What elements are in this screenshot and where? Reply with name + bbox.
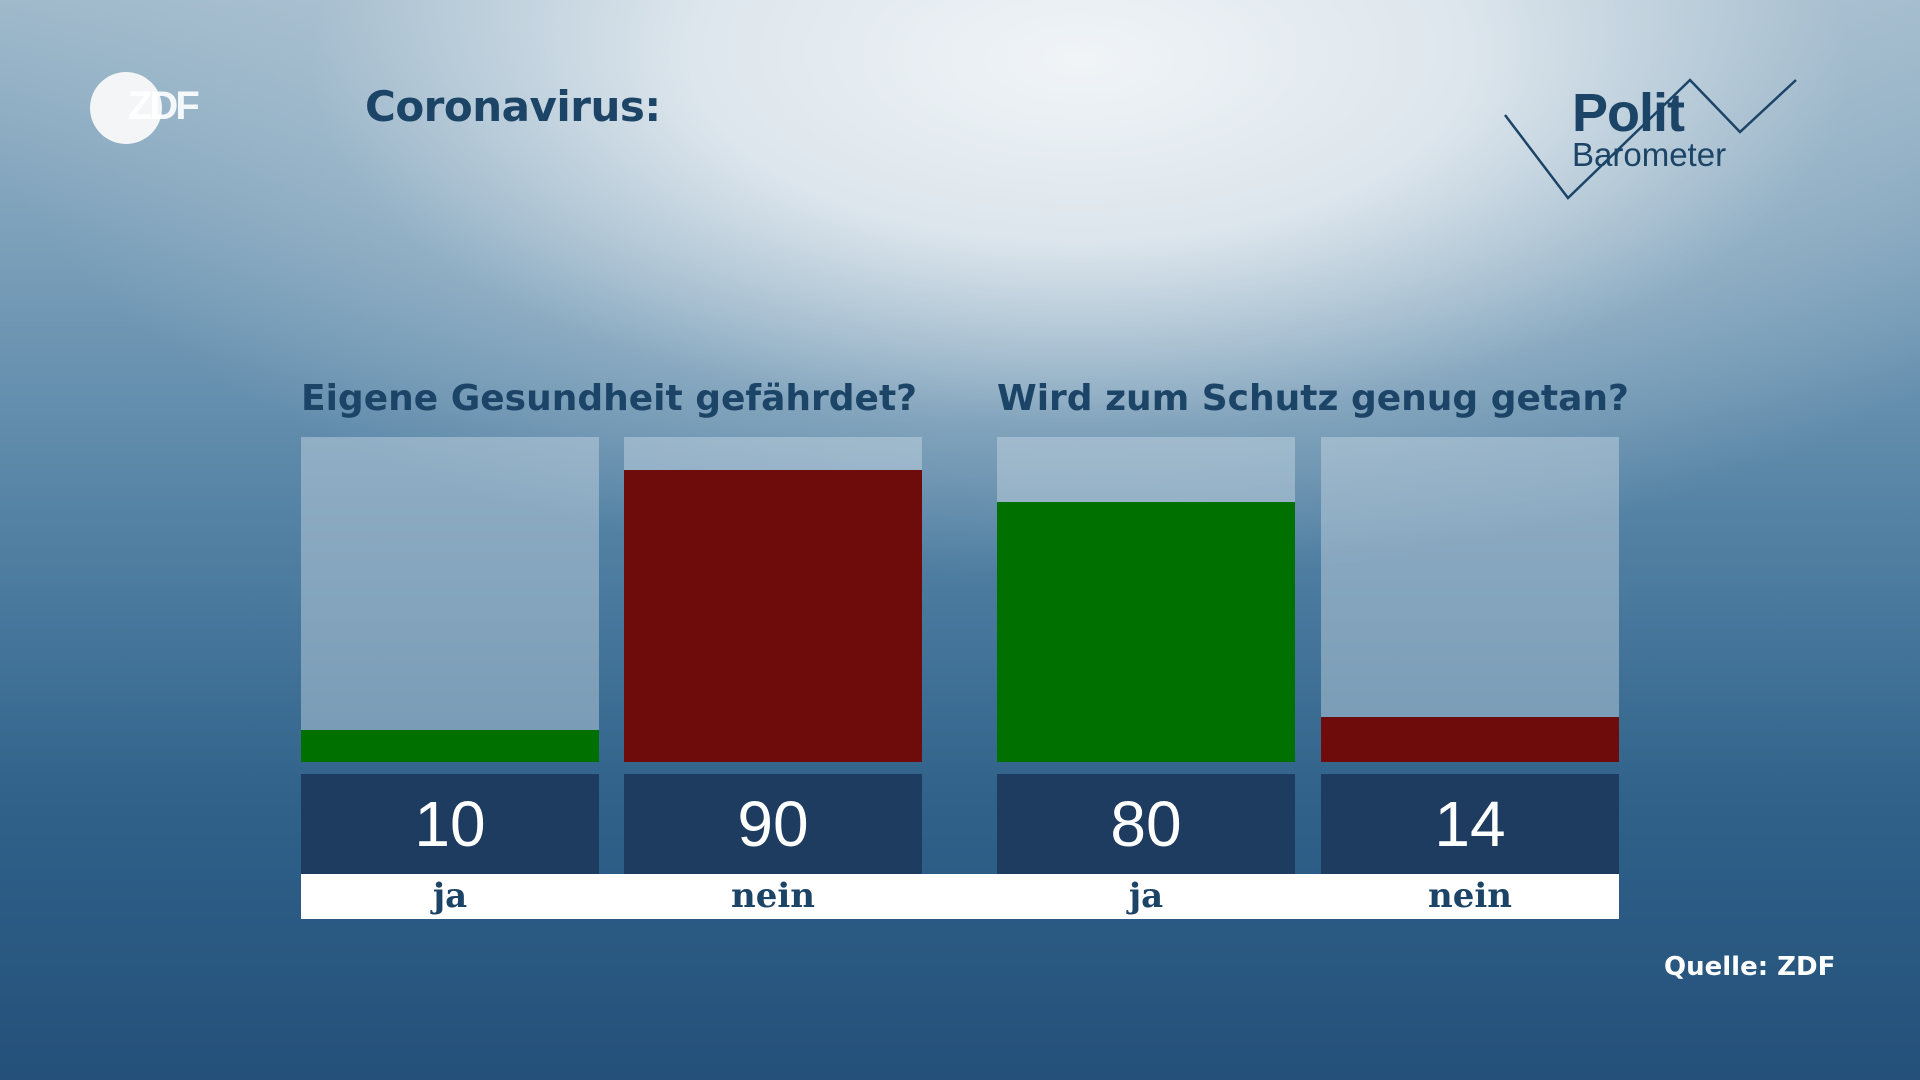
value-label-nein-2: 14 bbox=[1321, 774, 1619, 874]
polit-word: Polit bbox=[1572, 83, 1685, 143]
bar-fill-ja-1 bbox=[301, 729, 599, 762]
bar-track bbox=[301, 437, 599, 762]
category-label-nein-1: nein bbox=[731, 876, 815, 916]
category-label-ja-1: ja bbox=[432, 876, 468, 916]
bar-fill-ja-2 bbox=[997, 502, 1295, 762]
value-label-ja-2: 80 bbox=[997, 774, 1295, 874]
question-2: Wird zum Schutz genug getan? bbox=[997, 378, 1629, 419]
bar-track bbox=[997, 437, 1295, 762]
value-label-nein-1: 90 bbox=[624, 774, 922, 874]
question-1: Eigene Gesundheit gefährdet? bbox=[301, 378, 918, 419]
category-label-ja-2: ja bbox=[1128, 876, 1164, 916]
barometer-word: Barometer bbox=[1572, 136, 1727, 173]
bar-track bbox=[624, 437, 922, 762]
category-label-nein-2: nein bbox=[1428, 876, 1512, 916]
zdf-logo-circle bbox=[90, 72, 162, 144]
politbarometer-zigzag-icon bbox=[1504, 78, 1797, 200]
politbarometer-logo: Polit Barometer bbox=[1500, 70, 1800, 210]
zdf-logo-text: ZDF bbox=[128, 84, 200, 128]
source-note: Quelle: ZDF bbox=[1664, 952, 1836, 982]
bar-fill-nein-2 bbox=[1321, 716, 1619, 762]
category-label-strip bbox=[301, 874, 1619, 919]
zdf-logo: ZDF bbox=[90, 72, 220, 144]
page-title: Coronavirus: bbox=[365, 82, 661, 131]
value-label-ja-1: 10 bbox=[301, 774, 599, 874]
bar-track bbox=[1321, 437, 1619, 762]
bar-fill-nein-1 bbox=[624, 469, 922, 762]
